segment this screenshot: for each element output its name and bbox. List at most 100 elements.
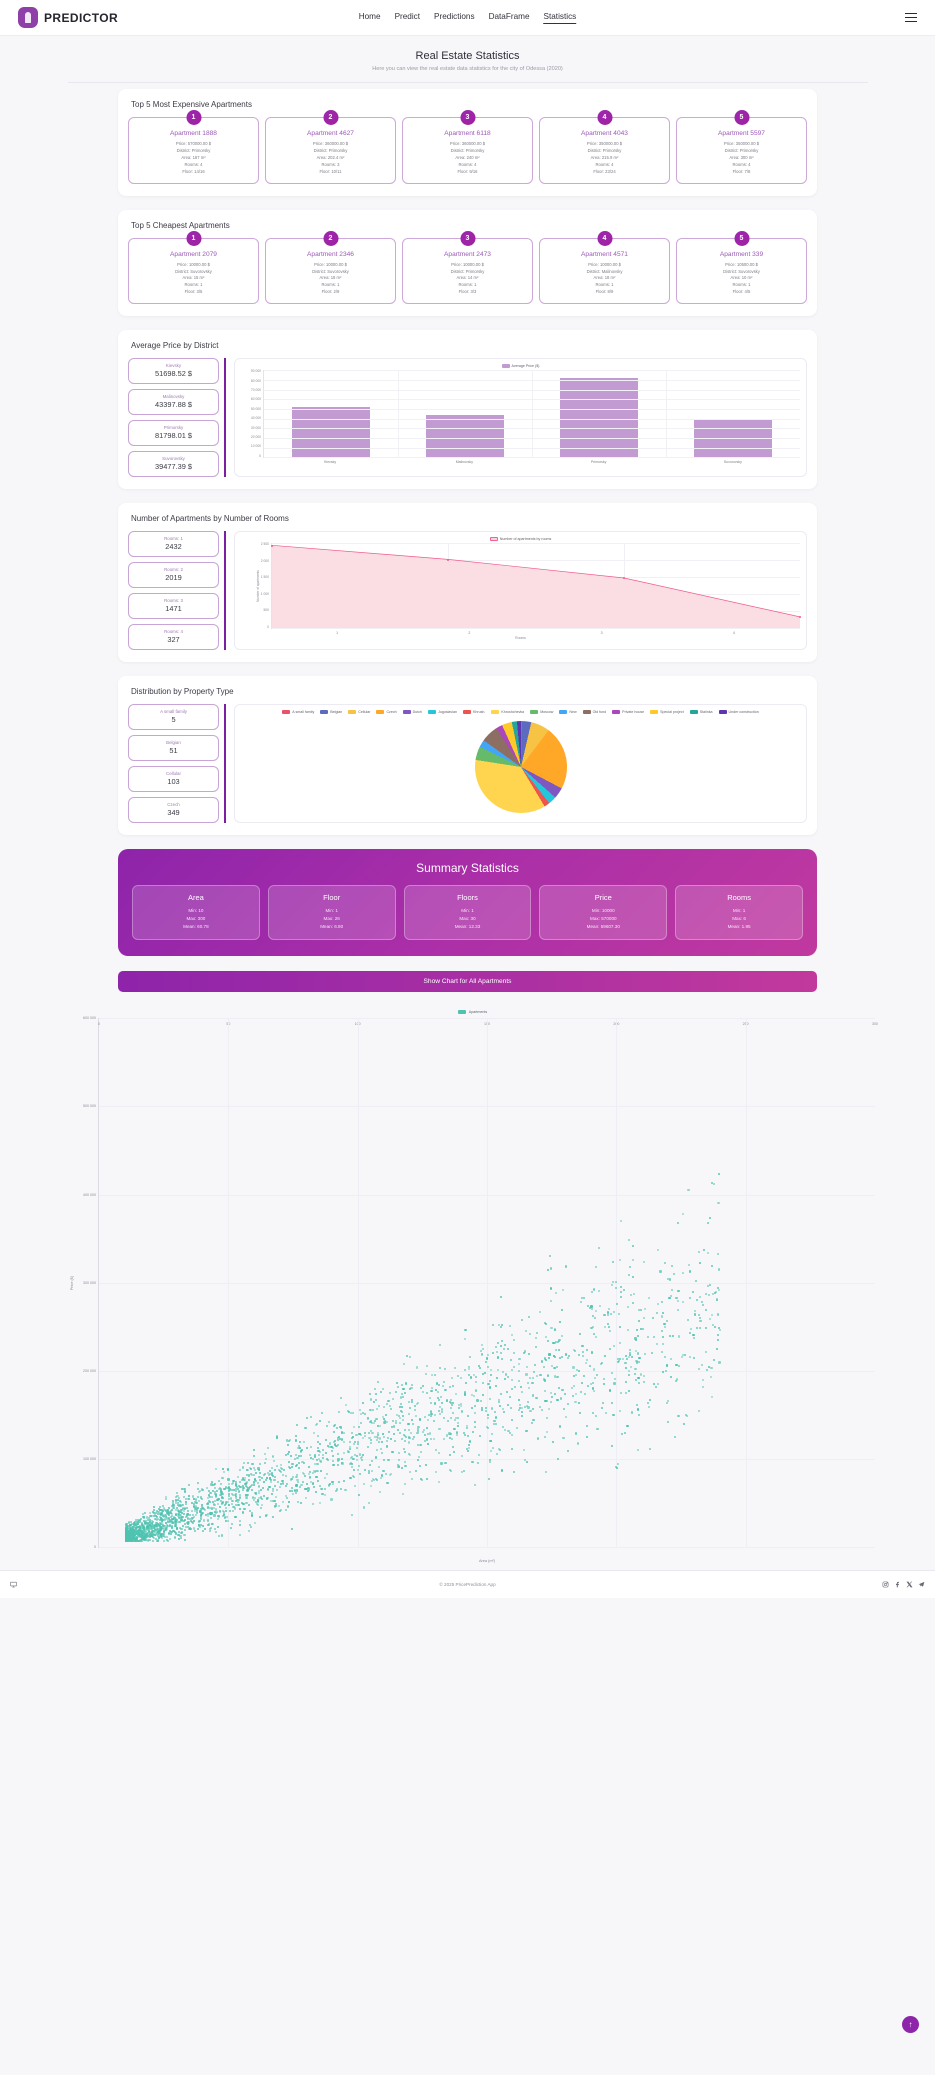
scatter-point[interactable] — [321, 1448, 324, 1451]
scatter-point[interactable] — [423, 1433, 427, 1436]
scatter-point[interactable] — [159, 1524, 162, 1527]
scatter-point[interactable] — [301, 1480, 304, 1483]
scatter-point[interactable] — [380, 1452, 383, 1455]
scatter-point[interactable] — [230, 1502, 233, 1505]
scatter-point[interactable] — [568, 1355, 571, 1358]
scatter-point[interactable] — [629, 1266, 632, 1269]
scatter-point[interactable] — [699, 1317, 702, 1320]
scatter-point[interactable] — [492, 1324, 495, 1327]
scatter-point[interactable] — [424, 1415, 427, 1418]
scatter-point[interactable] — [373, 1388, 377, 1391]
scatter-point[interactable] — [211, 1490, 214, 1493]
scatter-point[interactable] — [584, 1393, 587, 1396]
scatter-point[interactable] — [165, 1509, 168, 1512]
scatter-point[interactable] — [132, 1531, 135, 1534]
scatter-point[interactable] — [167, 1509, 170, 1512]
scatter-point[interactable] — [592, 1411, 595, 1414]
scatter-point[interactable] — [259, 1478, 262, 1481]
scatter-point[interactable] — [181, 1512, 184, 1515]
scatter-point[interactable] — [220, 1503, 223, 1506]
scatter-point[interactable] — [580, 1390, 583, 1393]
scatter-point[interactable] — [487, 1383, 490, 1386]
data-point[interactable] — [271, 544, 273, 547]
scatter-point[interactable] — [407, 1423, 410, 1426]
scatter-point[interactable] — [180, 1528, 183, 1531]
scatter-point[interactable] — [712, 1359, 715, 1362]
scatter-point[interactable] — [238, 1507, 241, 1510]
scatter-point[interactable] — [618, 1409, 621, 1412]
scatter-point[interactable] — [208, 1492, 211, 1495]
scatter-point[interactable] — [465, 1382, 468, 1385]
scatter-point[interactable] — [664, 1262, 667, 1265]
scatter-point[interactable] — [466, 1434, 469, 1437]
scatter-point[interactable] — [400, 1396, 403, 1399]
scatter-point[interactable] — [156, 1515, 159, 1518]
scatter-point[interactable] — [601, 1406, 604, 1409]
scatter-point[interactable] — [230, 1483, 233, 1486]
scatter-point[interactable] — [613, 1382, 616, 1385]
scatter-point[interactable] — [592, 1387, 595, 1391]
scatter-point[interactable] — [174, 1495, 177, 1498]
scatter-point[interactable] — [716, 1298, 719, 1301]
scatter-point[interactable] — [401, 1418, 404, 1421]
scatter-point[interactable] — [277, 1468, 280, 1471]
scatter-point[interactable] — [542, 1366, 545, 1369]
scatter-point[interactable] — [256, 1481, 259, 1484]
scatter-point[interactable] — [371, 1408, 374, 1412]
scatter-point[interactable] — [200, 1497, 203, 1501]
scatter-point[interactable] — [582, 1355, 585, 1358]
scatter-point[interactable] — [676, 1222, 679, 1225]
scatter-point[interactable] — [133, 1533, 136, 1536]
scatter-point[interactable] — [359, 1453, 362, 1456]
scatter-point[interactable] — [136, 1530, 139, 1533]
scatter-point[interactable] — [663, 1325, 667, 1328]
scatter-point[interactable] — [180, 1504, 184, 1507]
scatter-point[interactable] — [549, 1255, 552, 1258]
scatter-point[interactable] — [242, 1485, 245, 1488]
scatter-point[interactable] — [595, 1309, 598, 1312]
scatter-point[interactable] — [629, 1294, 632, 1297]
scatter-point[interactable] — [408, 1436, 411, 1439]
scatter-point[interactable] — [671, 1288, 674, 1292]
scatter-point[interactable] — [198, 1491, 201, 1494]
scatter-point[interactable] — [411, 1418, 414, 1421]
scatter-point[interactable] — [443, 1417, 446, 1420]
scatter-point[interactable] — [572, 1366, 575, 1369]
scatter-point[interactable] — [127, 1522, 130, 1525]
scatter-point[interactable] — [324, 1438, 327, 1441]
scatter-point[interactable] — [177, 1496, 181, 1499]
scatter-point[interactable] — [619, 1358, 622, 1361]
scatter-point[interactable] — [211, 1507, 214, 1510]
scatter-point[interactable] — [172, 1529, 175, 1533]
scatter-point[interactable] — [708, 1283, 711, 1286]
data-point[interactable] — [447, 558, 449, 561]
scatter-point[interactable] — [218, 1493, 221, 1497]
scatter-point[interactable] — [291, 1465, 294, 1468]
scatter-point[interactable] — [154, 1524, 157, 1527]
scatter-point[interactable] — [220, 1534, 224, 1537]
scatter-point[interactable] — [237, 1488, 240, 1491]
scatter-point[interactable] — [290, 1454, 293, 1457]
scatter-point[interactable] — [683, 1353, 686, 1356]
scatter-point[interactable] — [150, 1526, 153, 1529]
scatter-point[interactable] — [350, 1461, 353, 1464]
scatter-point[interactable] — [603, 1354, 606, 1357]
scatter-point[interactable] — [634, 1337, 637, 1340]
scatter-point[interactable] — [615, 1467, 619, 1470]
legend-item[interactable]: Under construction — [718, 710, 759, 715]
scatter-point[interactable] — [228, 1487, 231, 1490]
scatter-point[interactable] — [450, 1399, 453, 1402]
scatter-point[interactable] — [631, 1301, 634, 1304]
scatter-point[interactable] — [245, 1469, 249, 1472]
scatter-point[interactable] — [288, 1460, 291, 1463]
scatter-point[interactable] — [445, 1389, 448, 1392]
data-point[interactable] — [623, 577, 625, 580]
scatter-point[interactable] — [135, 1526, 138, 1529]
scatter-point[interactable] — [675, 1297, 678, 1300]
scatter-point[interactable] — [409, 1355, 412, 1358]
scatter-point[interactable] — [591, 1381, 594, 1385]
scatter-point[interactable] — [630, 1355, 633, 1358]
scatter-point[interactable] — [242, 1487, 245, 1490]
scatter-point[interactable] — [431, 1389, 434, 1393]
scatter-point[interactable] — [125, 1537, 128, 1540]
